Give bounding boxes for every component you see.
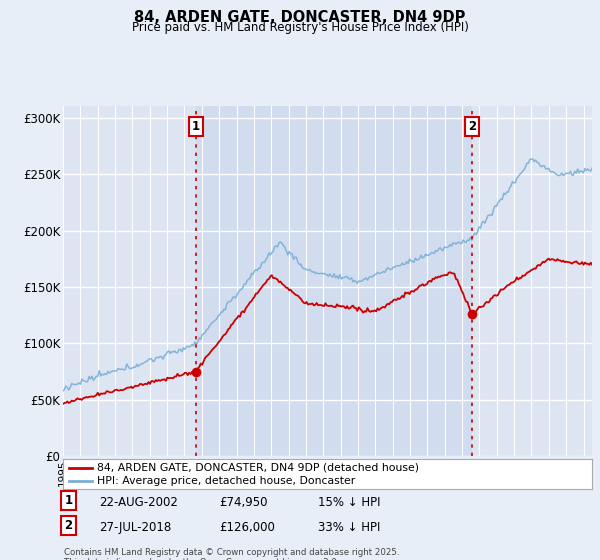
Text: 84, ARDEN GATE, DONCASTER, DN4 9DP: 84, ARDEN GATE, DONCASTER, DN4 9DP — [134, 10, 466, 25]
Text: HPI: Average price, detached house, Doncaster: HPI: Average price, detached house, Donc… — [97, 477, 356, 487]
Text: Contains HM Land Registry data © Crown copyright and database right 2025.
This d: Contains HM Land Registry data © Crown c… — [64, 548, 400, 560]
Text: Price paid vs. HM Land Registry's House Price Index (HPI): Price paid vs. HM Land Registry's House … — [131, 21, 469, 34]
Text: 1: 1 — [64, 494, 73, 507]
Text: £74,950: £74,950 — [219, 496, 268, 508]
Bar — [196, 106, 472, 456]
Text: £126,000: £126,000 — [219, 521, 275, 534]
Text: 15% ↓ HPI: 15% ↓ HPI — [318, 496, 380, 508]
Text: 84, ARDEN GATE, DONCASTER, DN4 9DP (detached house): 84, ARDEN GATE, DONCASTER, DN4 9DP (deta… — [97, 463, 419, 473]
Text: 2: 2 — [468, 120, 476, 133]
Text: 1: 1 — [191, 120, 200, 133]
Text: 22-AUG-2002: 22-AUG-2002 — [99, 496, 178, 508]
Text: 2: 2 — [64, 519, 73, 532]
Text: 27-JUL-2018: 27-JUL-2018 — [99, 521, 171, 534]
Text: 33% ↓ HPI: 33% ↓ HPI — [318, 521, 380, 534]
